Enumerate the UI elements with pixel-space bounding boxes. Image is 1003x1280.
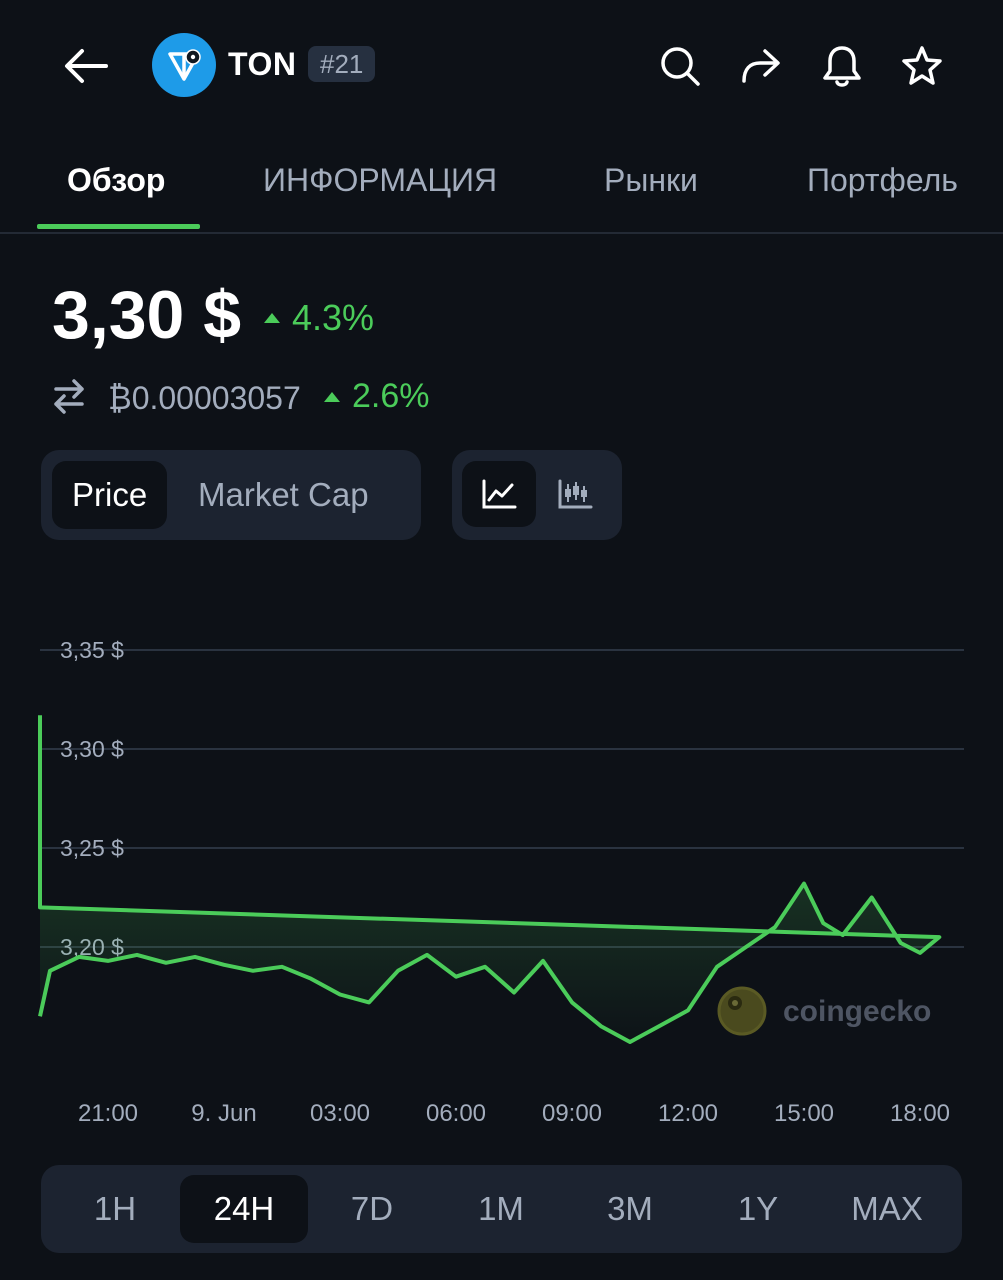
y-tick-label: 3,35 $ [60,637,124,663]
btc-price-row: ₿0.00003057 [52,376,301,420]
back-arrow-icon[interactable] [56,40,116,92]
caret-up-icon [324,391,340,402]
range-button-24h[interactable]: 24H [180,1175,308,1243]
active-tab-indicator [37,224,200,229]
tab-information[interactable]: ИНФОРМАЦИЯ [263,162,498,198]
price-chart: 3,35 $3,30 $3,25 $3,20 $ coingecko 21:00… [38,637,964,1127]
x-tick-label: 06:00 [426,1100,486,1127]
btc-change: 2.6% [324,377,430,416]
price-toggle-button[interactable]: Price [52,461,168,529]
x-tick-label: 09:00 [542,1100,602,1127]
x-tick-label: 15:00 [774,1100,834,1127]
share-icon[interactable] [732,38,788,94]
range-button-1y[interactable]: 1Y [737,1190,779,1227]
range-button-1h[interactable]: 1H [93,1190,137,1227]
usd-price: 3,30 $ [52,277,242,353]
tab-portfolio[interactable]: Портфель [807,162,958,198]
price-line [38,715,942,1044]
range-button-max[interactable]: MAX [851,1190,923,1227]
candlestick-icon[interactable] [538,461,612,527]
metric-toggle: Price Market Cap [41,450,421,540]
app-header: TON #21 [0,0,1003,130]
range-button-7d[interactable]: 7D [350,1190,394,1227]
ton-logo-icon [152,33,216,97]
tab-markets[interactable]: Рынки [604,162,698,198]
search-icon[interactable] [652,38,708,94]
range-button-3m[interactable]: 3M [607,1190,653,1227]
btc-change-value: 2.6% [352,377,430,415]
coingecko-watermark: coingecko [717,986,931,1036]
y-tick-label: 3,25 $ [60,835,124,861]
btc-price: ₿0.00003057 [108,379,301,416]
line-chart-icon[interactable] [462,461,536,527]
x-tick-label: 18:00 [890,1100,950,1127]
x-tick-label: 03:00 [310,1100,370,1127]
range-button-1m[interactable]: 1M [478,1190,524,1227]
rank-badge: #21 [308,46,376,82]
caret-up-icon [264,313,280,323]
price-area-fill [40,715,940,1050]
x-tick-label: 12:00 [658,1100,718,1127]
market-cap-toggle-button[interactable]: Market Cap [198,476,369,513]
x-tick-label: 9. Jun [191,1100,256,1127]
x-tick-label: 21:00 [78,1100,138,1127]
y-tick-label: 3,30 $ [60,736,124,762]
tab-overview[interactable]: Обзор [67,162,166,198]
star-icon[interactable] [894,38,950,94]
convert-arrows-icon[interactable] [52,378,86,419]
usd-change: 4.3% [264,297,374,339]
tab-bar: Обзор ИНФОРМАЦИЯ Рынки Портфель [0,140,1003,234]
time-range-selector: 1H 24H 7D 1M 3M 1Y MAX [41,1165,962,1253]
usd-change-value: 4.3% [292,297,375,338]
chart-style-toggle [452,450,622,540]
coingecko-label: coingecko [783,995,931,1028]
bell-icon[interactable] [814,38,870,94]
coin-name: TON [228,46,297,82]
